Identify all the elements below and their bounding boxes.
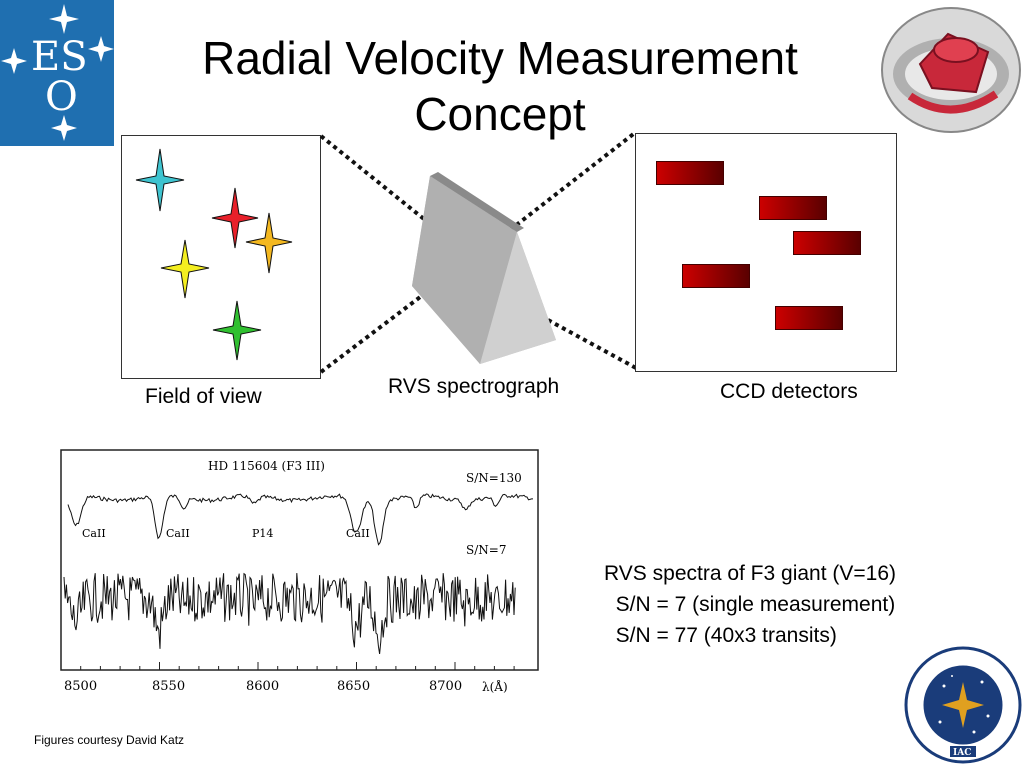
iac-abbr: IAC [953,748,971,758]
low-snr-spectrum [63,572,516,654]
spectrum-figure: HD 115604 (F3 III) S/N=130 S/N=7 CaII Ca… [56,448,542,698]
ccd-detector [656,161,724,185]
field-of-view-panel [121,135,321,379]
projection-line [508,130,638,232]
projection-line [547,318,637,370]
eso-star-icon [49,4,79,34]
snr-high-label: S/N=130 [466,471,522,485]
ccd-label: CCD detectors [720,380,858,403]
figure-credit: Figures courtesy David Katz [34,733,185,747]
line-label: CaII [166,527,190,540]
field-of-view-label: Field of view [145,385,262,408]
ccd-detector [682,264,750,288]
telescope-icon [881,7,1021,133]
line-label: CaII [346,527,370,540]
description-line: S/N = 77 (40x3 transits) [604,624,837,647]
eso-logo-text-o: O [45,74,78,120]
star-icon [160,239,210,299]
star-icon [212,300,262,361]
eso-logo-graphic: ES O [1,4,114,141]
star-name: HD 115604 (F3 III) [208,459,325,473]
eso-logo: ES O [0,0,114,146]
eso-star-icon [88,36,114,62]
ccd-detector [759,196,827,220]
x-axis-unit: λ(Å) [482,679,508,694]
line-label: CaII [82,527,106,540]
spectra-description: RVS spectra of F3 giant (V=16) S/N = 7 (… [604,558,896,651]
x-tick-label: 8550 [152,679,185,694]
ccd-panel [635,133,897,372]
spectrograph-label: RVS spectrograph [388,375,560,398]
star-icon [245,212,293,274]
star-field [135,148,293,361]
snr-low-label: S/N=7 [466,543,506,557]
x-tick-label: 8600 [246,679,279,694]
eso-star-icon [1,48,27,74]
x-tick-label: 8700 [429,679,462,694]
optical-diagram [319,130,638,374]
high-snr-spectrum [67,493,533,546]
star-icon [135,148,185,212]
ccd-detector [775,306,843,330]
description-line: RVS spectra of F3 giant (V=16) [604,562,897,585]
x-tick-label: 8650 [337,679,370,694]
ccd-detector [793,231,861,255]
iac-star-icon [942,682,984,728]
prism-icon [412,172,556,364]
spectrum-plot: HD 115604 (F3 III) S/N=130 S/N=7 CaII Ca… [60,449,539,694]
iac-logo: IAC [904,646,1022,764]
description-line: S/N = 7 (single measurement) [604,593,896,616]
iac-seal: IAC [904,646,1022,764]
telescope-logo [880,4,1022,136]
star-icon [211,187,259,249]
spectrum-frame [60,449,539,671]
projection-line [319,280,442,374]
eso-logo-text-es: ES [31,34,88,80]
slide-title: Radial Velocity Measurement Concept [202,32,798,140]
projection-line [319,134,442,234]
line-label: P14 [252,527,273,540]
eso-star-icon [51,115,77,141]
x-axis-ticks [60,662,515,670]
x-tick-label: 8500 [64,679,97,694]
